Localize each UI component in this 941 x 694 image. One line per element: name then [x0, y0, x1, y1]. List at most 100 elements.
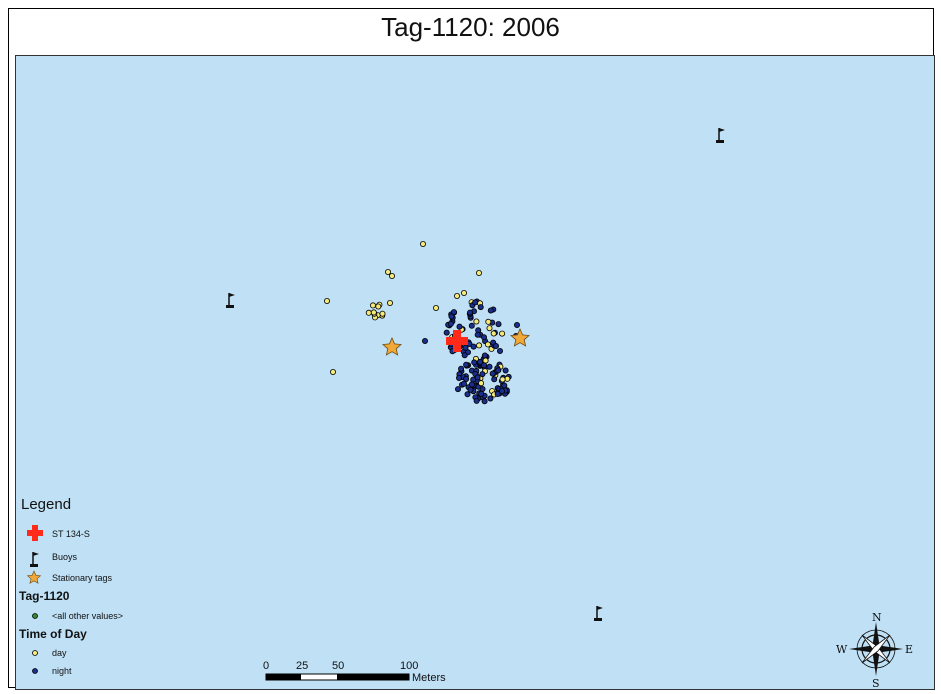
detection-point — [495, 367, 502, 374]
detection-point — [499, 376, 506, 383]
detection-point — [421, 337, 428, 344]
detection-point — [458, 365, 465, 372]
detection-point — [470, 343, 477, 350]
detection-point — [448, 313, 455, 320]
buoy-icon[interactable] — [715, 127, 726, 144]
detection-point — [477, 304, 484, 311]
detection-point — [455, 374, 462, 381]
legend-stationary-tag-icon — [26, 570, 42, 584]
map-area[interactable]: Legend ST 134-S Buoys Stationary tags Ta… — [15, 55, 935, 690]
legend-group-time: Time of Day — [19, 627, 87, 641]
detection-point — [477, 358, 484, 365]
legend-other-values-dot — [32, 613, 38, 619]
detection-point — [486, 325, 493, 332]
detection-point — [443, 329, 450, 336]
detection-point — [513, 321, 520, 328]
scale-tick-50: 50 — [332, 660, 344, 672]
detection-point — [463, 375, 470, 382]
detection-point — [472, 299, 479, 306]
legend-night-dot — [32, 668, 38, 674]
legend-label-day: day — [52, 648, 67, 658]
legend-buoy-icon — [29, 551, 40, 568]
scale-tick-0: 0 — [263, 660, 269, 672]
detection-point — [369, 302, 376, 309]
detection-point — [499, 330, 506, 337]
detection-point — [487, 395, 494, 402]
detection-point — [388, 272, 395, 279]
detection-point — [485, 318, 492, 325]
detection-point — [487, 307, 494, 314]
detection-point — [453, 292, 460, 299]
detection-point — [494, 390, 501, 397]
detection-point — [492, 342, 499, 349]
map-canvas[interactable]: Legend ST 134-S Buoys Stationary tags Ta… — [16, 56, 936, 691]
detection-point — [365, 309, 372, 316]
detection-point — [484, 341, 491, 348]
scale-tick-25: 25 — [296, 660, 308, 672]
compass-rose-icon: N S E W — [836, 611, 913, 690]
detection-point — [460, 380, 467, 387]
detection-point — [481, 352, 488, 359]
detection-point — [476, 342, 483, 349]
detection-point — [460, 289, 467, 296]
detection-point — [384, 268, 391, 275]
compass-e: E — [905, 643, 913, 656]
detection-point — [480, 334, 487, 341]
buoy-icon[interactable] — [593, 605, 604, 622]
detection-point — [468, 322, 475, 329]
scale-tick-100: 100 — [400, 660, 418, 672]
legend-label-stationary: Stationary tags — [52, 573, 113, 583]
detection-point — [490, 330, 497, 337]
detection-point — [502, 367, 509, 374]
buoy-icon[interactable] — [225, 292, 236, 309]
detection-point — [467, 386, 474, 393]
compass-w: W — [836, 643, 848, 656]
detection-point — [486, 363, 493, 370]
detection-point — [473, 397, 480, 404]
detection-point — [478, 390, 485, 397]
legend-label-buoys: Buoys — [52, 552, 78, 562]
detection-point — [498, 388, 505, 395]
detection-point — [461, 352, 468, 359]
detection-point — [466, 309, 473, 316]
detection-point — [386, 299, 393, 306]
detection-point — [475, 269, 482, 276]
detection-point — [489, 370, 496, 377]
detection-point — [464, 391, 471, 398]
map-title: Tag-1120: 2006 — [381, 12, 560, 42]
legend-label-other-values: <all other values> — [52, 611, 123, 621]
legend-label-platform: ST 134-S — [52, 529, 90, 539]
compass-s: S — [872, 677, 880, 690]
stationary-tag-icon[interactable] — [382, 337, 402, 356]
detection-point — [478, 380, 485, 387]
detection-point — [370, 309, 377, 316]
detection-point — [447, 320, 454, 327]
detection-point — [474, 331, 481, 338]
detection-point — [456, 323, 463, 330]
legend-label-night: night — [52, 666, 72, 676]
detection-point — [432, 304, 439, 311]
legend: Legend ST 134-S Buoys Stationary tags Ta… — [19, 496, 123, 676]
detection-point — [379, 310, 386, 317]
detection-point — [473, 318, 480, 325]
detection-point — [480, 362, 487, 369]
detection-point — [323, 297, 330, 304]
detection-point — [471, 359, 478, 366]
platform-st134s-icon[interactable] — [446, 330, 468, 352]
detection-point — [462, 344, 469, 351]
detection-point — [463, 361, 470, 368]
scale-unit: Meters — [412, 672, 446, 684]
stationary-tag-icon[interactable] — [510, 328, 530, 347]
compass-n: N — [872, 611, 882, 624]
detection-point — [491, 376, 498, 383]
detection-point — [329, 368, 336, 375]
detection-point — [481, 398, 488, 405]
detection-point — [419, 240, 426, 247]
detection-point — [375, 303, 382, 310]
legend-group-tag: Tag-1120 — [19, 589, 70, 603]
legend-day-dot — [32, 650, 38, 656]
scale-bar: 0 25 50 100 Meters — [263, 660, 446, 684]
detection-point — [454, 386, 461, 393]
detection-point — [496, 347, 503, 354]
detection-point — [495, 321, 502, 328]
